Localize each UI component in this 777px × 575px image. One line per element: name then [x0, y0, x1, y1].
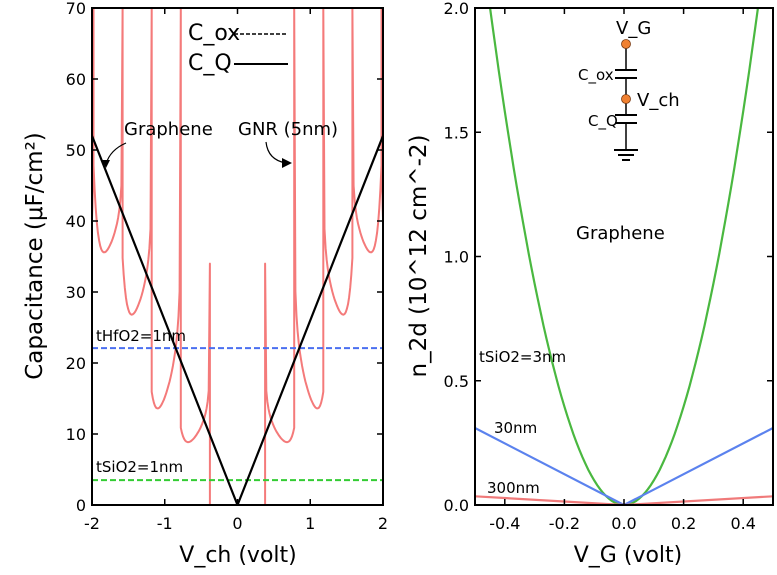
- left-y-tick-label: 60: [66, 70, 86, 89]
- left-x-tick-label: -2: [84, 514, 100, 533]
- right-y-tick-label: 0.5: [444, 372, 469, 391]
- vch-node-icon: [621, 94, 631, 104]
- inset-cox-label: C_ox: [578, 66, 614, 85]
- left-y-tick-label: 50: [66, 141, 86, 160]
- left-y-tick-label: 40: [66, 212, 86, 231]
- left-x-tick-label: 2: [378, 514, 388, 533]
- left-y-axis-label: Capacitance (μF/cm²): [22, 132, 48, 380]
- graphene-label: Graphene: [576, 223, 665, 244]
- right-x-tick-label: -0.2: [549, 514, 580, 533]
- vg-node-icon: [621, 39, 631, 49]
- gnr-annotation: GNR (5nm): [238, 119, 338, 140]
- label-300nm: 300nm: [487, 479, 540, 497]
- right-y-tick-label: 0.0: [444, 496, 469, 515]
- legend-cox-label: C_ox: [188, 21, 240, 46]
- graphene-cq-line: [92, 135, 383, 505]
- inset-vg-label: V_G: [616, 18, 651, 39]
- right-x-tick-label: 0.2: [671, 514, 696, 533]
- right-ticks: -0.4 -0.2 0.0 0.2 0.4 0.0 0.5 1.0 1.5 2.0: [444, 0, 773, 533]
- left-y-tick-label: 70: [66, 0, 86, 18]
- label-30nm: 30nm: [494, 419, 537, 437]
- left-y-tick-label: 20: [66, 354, 86, 373]
- left-y-tick-label: 10: [66, 425, 86, 444]
- right-x-tick-label: 0.0: [611, 514, 636, 533]
- circuit-inset: V_G C_ox V_ch C_Q: [578, 18, 680, 161]
- right-x-axis-label: V_G (volt): [574, 543, 682, 568]
- left-y-tick-label: 30: [66, 283, 86, 302]
- left-x-tick-label: 1: [305, 514, 315, 533]
- right-y-tick-label: 2.0: [444, 0, 469, 18]
- inset-cq-label: C_Q: [588, 112, 618, 131]
- label-3nm: tSiO2=3nm: [479, 348, 566, 366]
- right-y-tick-label: 1.0: [444, 248, 469, 267]
- n2d-300nm-curve: [475, 495, 773, 505]
- right-y-axis-label: n_2d (10^12 cm^-2): [406, 135, 432, 378]
- graphene-arrowhead: [102, 160, 110, 168]
- hfo2-label: tHfO2=1nm: [96, 327, 186, 345]
- right-y-tick-label: 1.5: [444, 123, 469, 142]
- left-x-axis-label: V_ch (volt): [179, 543, 296, 568]
- gnr-arrowhead: [282, 158, 292, 168]
- n2d-30nm-curve: [475, 427, 773, 505]
- n2d-3nm-curve: [488, 8, 760, 505]
- left-x-tick-label: 0: [232, 514, 242, 533]
- left-x-tick-label: -1: [157, 514, 173, 533]
- gnr-cq-curve: [92, 8, 383, 505]
- legend-cq-label: C_Q: [188, 51, 232, 76]
- sio2-label: tSiO2=1nm: [96, 458, 183, 476]
- inset-vch-label: V_ch: [637, 90, 680, 111]
- left-y-tick-label: 0: [76, 496, 86, 515]
- left-plot-frame: [91, 7, 384, 506]
- right-panel: -0.4 -0.2 0.0 0.2 0.4 0.0 0.5 1.0 1.5 2.0 Graphen…: [406, 0, 774, 568]
- right-x-tick-label: -0.4: [489, 514, 520, 533]
- graphene-annotation: Graphene: [124, 119, 213, 140]
- right-x-tick-label: 0.4: [730, 514, 755, 533]
